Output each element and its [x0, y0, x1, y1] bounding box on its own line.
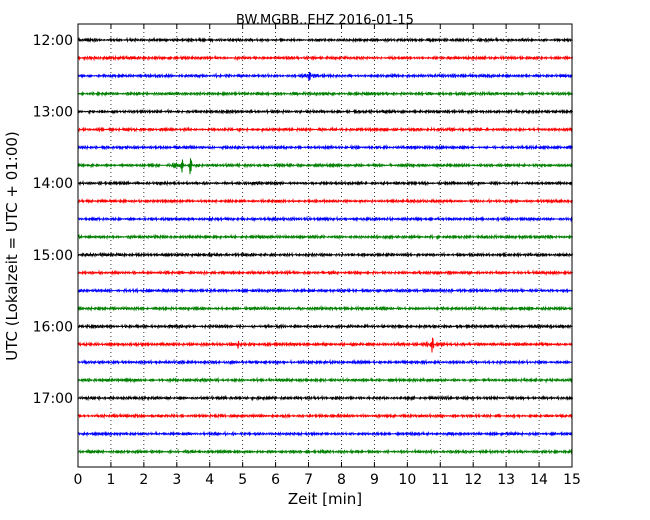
x-tick-label: 8 [337, 472, 346, 488]
x-tick-label: 6 [271, 472, 280, 488]
x-tick-label: 11 [431, 472, 449, 488]
x-tick-label: 15 [563, 472, 581, 488]
trace-1330 [77, 143, 573, 151]
trace-1315 [77, 126, 573, 133]
y-tick-label: 15:00 [33, 248, 73, 264]
trace-1745 [77, 448, 573, 455]
x-tick-label: 9 [370, 472, 379, 488]
y-tick-label: 16:00 [33, 319, 73, 335]
trace-1415 [77, 197, 573, 205]
x-tick-label: 5 [238, 472, 247, 488]
trace-1245 [77, 90, 573, 98]
grid-lines [110, 24, 540, 467]
trace-1530 [77, 287, 573, 295]
trace-1715 [77, 412, 573, 420]
trace-1200 [77, 36, 573, 44]
trace-1600 [77, 323, 573, 330]
trace-group [77, 36, 573, 455]
trace-1645 [77, 376, 573, 384]
trace-1515 [77, 269, 573, 277]
x-tick-label: 3 [172, 472, 181, 488]
y-tick-label: 12:00 [33, 33, 73, 49]
x-tick-label: 13 [497, 472, 515, 488]
trace-1400 [77, 179, 573, 187]
trace-1345 [77, 158, 573, 175]
x-axis-label: Zeit [min] [288, 490, 362, 508]
trace-1445 [77, 233, 573, 241]
trace-1215 [77, 54, 573, 62]
trace-1300 [77, 108, 573, 115]
x-tick-label: 12 [464, 472, 482, 488]
axis-ticks: 0 1 2 3 4 5 6 7 8 9 10 11 12 13 14 1512:0013:0014:0015:… [33, 24, 581, 488]
y-tick-label: 13:00 [33, 105, 73, 121]
trace-1615 [77, 337, 573, 353]
trace-1630 [77, 358, 573, 366]
x-tick-label: 14 [530, 472, 548, 488]
x-tick-label: 7 [304, 472, 313, 488]
x-tick-label: 4 [205, 472, 214, 488]
x-tick-label: 0 [74, 472, 83, 488]
y-axis-label: UTC (Lokalzeit = UTC + 01:00) [3, 131, 21, 361]
trace-1230 [77, 71, 573, 81]
plot-frame [77, 23, 573, 468]
x-tick-label: 2 [139, 472, 148, 488]
trace-1500 [77, 251, 573, 259]
y-tick-label: 14:00 [33, 176, 73, 192]
trace-1545 [77, 304, 573, 312]
x-tick-label: 10 [398, 472, 416, 488]
trace-1730 [77, 430, 573, 438]
chart-title: BW.MGBB..EHZ 2016-01-15 [236, 13, 414, 28]
x-tick-label: 1 [106, 472, 115, 488]
trace-1700 [77, 394, 573, 402]
trace-1430 [77, 215, 573, 223]
y-tick-label: 17:00 [33, 391, 73, 407]
